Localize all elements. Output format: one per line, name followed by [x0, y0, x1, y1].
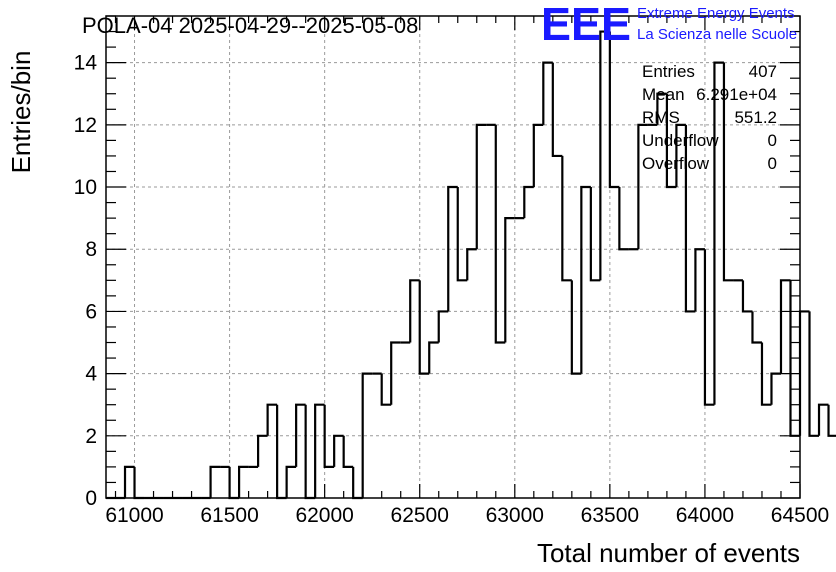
stats-value: 407	[749, 62, 777, 81]
histogram-bin	[532, 123, 544, 188]
eee-logo: EEE Extreme Energy Events La Scienza nel…	[541, 0, 797, 50]
y-tick-label: 8	[85, 238, 97, 261]
stats-value: 0	[768, 131, 777, 150]
y-axis-label: Entries/bin	[6, 51, 36, 174]
eee-logo-line2: La Scienza nelle Scuole	[637, 26, 797, 43]
histogram-bin	[409, 279, 420, 343]
x-tick-label: 64500	[771, 504, 829, 527]
x-axis-label: Total number of events	[537, 538, 800, 568]
histogram-bin	[684, 124, 696, 313]
histogram-bin	[123, 465, 135, 498]
stats-value: 551.2	[734, 108, 777, 127]
axis-tick-labels: 61000 61500 62000 62500 63000 63500 64000 64500…	[74, 52, 830, 527]
histogram-bin	[608, 31, 620, 189]
histogram-bin	[722, 62, 734, 282]
histogram-bin	[618, 187, 629, 251]
histogram-bin	[713, 61, 724, 405]
histogram-bin	[589, 187, 601, 282]
histogram-bin	[352, 466, 363, 500]
histogram-bin	[570, 280, 582, 375]
histogram-bin	[314, 403, 325, 498]
histogram-bin	[266, 403, 278, 436]
y-tick-label: 12	[74, 114, 97, 137]
histogram-bin	[133, 466, 145, 500]
histogram-bin	[561, 155, 572, 282]
histogram-bin	[542, 61, 553, 125]
histogram-bin	[418, 280, 430, 375]
histogram-bin	[817, 403, 829, 436]
y-tick-label: 6	[85, 300, 97, 323]
stats-box: Entries 407 Mean 6.291e+04 RMS 551.2 Underflow…	[642, 62, 777, 173]
histogram-bin	[504, 217, 515, 343]
histogram-bin	[342, 435, 354, 469]
histogram-bin	[237, 465, 249, 498]
histogram-bin	[760, 342, 772, 406]
histogram-bin	[209, 465, 221, 498]
histogram-bin	[741, 280, 753, 313]
y-tick-label: 0	[85, 487, 97, 510]
stats-label: Mean	[642, 85, 685, 104]
y-tick-label: 4	[85, 363, 97, 386]
histogram-bin	[637, 123, 648, 250]
y-tick-label: 14	[74, 52, 98, 75]
x-tick-label: 63000	[486, 504, 544, 527]
histogram-bin	[437, 310, 449, 343]
histogram-bin	[779, 279, 791, 374]
histogram-bin	[333, 434, 344, 467]
stats-label: Underflow	[642, 131, 719, 150]
histogram-bin	[703, 249, 715, 406]
histogram-bin	[228, 466, 240, 500]
histogram-bin	[428, 341, 439, 374]
stats-label: RMS	[642, 108, 680, 127]
histogram-bin	[798, 310, 810, 436]
histogram-bin	[580, 185, 591, 374]
histogram-bin	[295, 403, 306, 467]
stats-value: 6.291e+04	[696, 85, 777, 104]
plot-frame	[105, 15, 801, 499]
histogram-bin	[390, 341, 401, 405]
histogram-bin	[361, 372, 373, 498]
histogram-bin	[380, 373, 392, 406]
histogram-bin	[456, 187, 468, 282]
x-tick-label: 64000	[676, 504, 734, 527]
histogram-bin	[665, 93, 677, 189]
histogram-bin	[447, 185, 458, 312]
stats-value: 0	[768, 154, 777, 173]
histogram-bin	[599, 30, 610, 281]
histogram-bin	[304, 404, 316, 500]
chart-title: POLA-04 2025-04-29--2025-05-08	[82, 13, 418, 38]
x-tick-label: 61500	[200, 504, 258, 527]
histogram-bin	[285, 465, 297, 498]
x-tick-label: 61000	[105, 504, 163, 527]
eee-logo-line1: Extreme Energy Events	[637, 5, 795, 22]
y-tick-label: 2	[85, 425, 97, 448]
histogram-bin	[675, 123, 686, 188]
histogram-bin	[808, 311, 820, 437]
y-tick-label: 10	[74, 176, 97, 199]
histogram-bin	[551, 62, 563, 158]
histogram-bin	[694, 248, 705, 312]
stats-label: Entries	[642, 62, 695, 81]
histogram-bin	[466, 248, 477, 281]
x-tick-label: 62500	[391, 504, 449, 527]
axis-ticks	[106, 15, 801, 499]
histogram-bin	[494, 124, 506, 344]
histogram-bin	[827, 404, 836, 437]
eee-logo-mark: EEE	[541, 0, 631, 50]
stats-label: Overflow	[642, 154, 710, 173]
x-tick-label: 63500	[581, 504, 639, 527]
histogram-bin	[323, 404, 335, 469]
histogram-bin	[751, 311, 762, 344]
histogram-bin	[523, 185, 534, 219]
x-tick-label: 62000	[295, 504, 353, 527]
histogram-bin	[656, 92, 667, 125]
histogram-bin	[770, 372, 781, 405]
histogram-bin	[276, 404, 287, 500]
histogram-bin	[257, 434, 268, 467]
histogram-bin	[475, 123, 487, 250]
